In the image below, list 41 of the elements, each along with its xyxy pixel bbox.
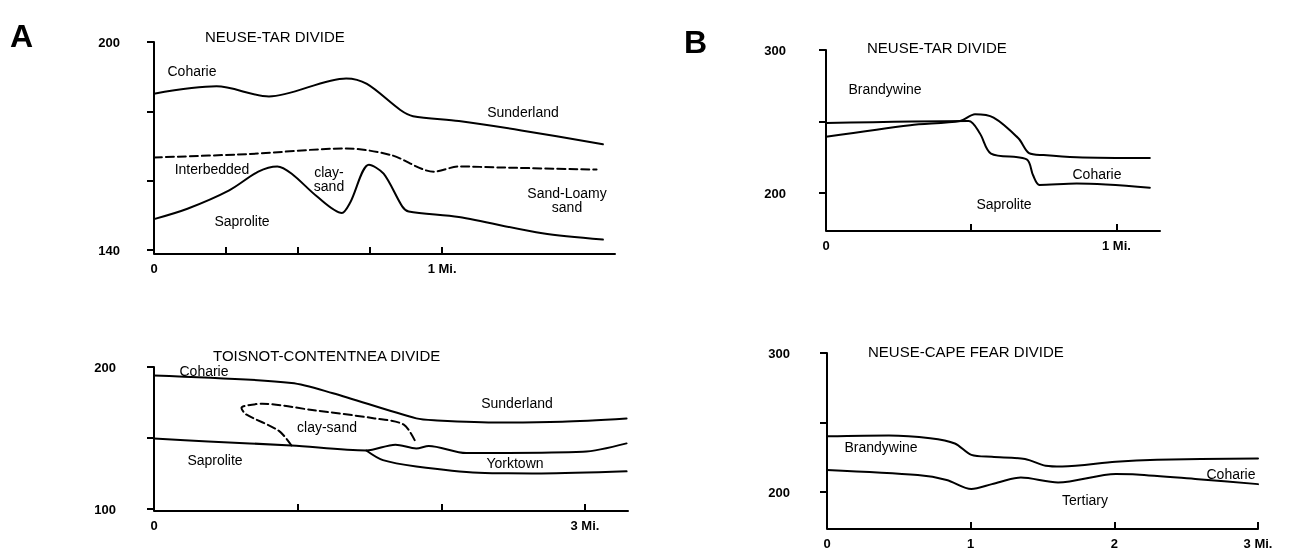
annotation: Saprolite: [187, 452, 243, 468]
x-tick-label: 0: [822, 238, 830, 253]
y-tick-label: 300: [768, 345, 790, 361]
text: B: [684, 24, 708, 60]
chart-title: NEUSE-CAPE FEAR DIVIDE: [868, 343, 1064, 360]
x-tick-label: 3 Mi.: [1243, 536, 1273, 550]
x-tick-label: 0: [823, 536, 831, 550]
annotation: Tertiary: [1062, 492, 1108, 508]
annotation: clay-sand: [297, 419, 357, 435]
x-tick-label: 1: [967, 536, 975, 550]
annotation: Coharie: [167, 63, 217, 79]
y-tick-label: 200: [94, 359, 116, 375]
y-tick-label: 200: [98, 34, 120, 50]
x-tick-label: 1 Mi.: [1101, 238, 1131, 253]
annotation: Brandywine: [844, 439, 918, 455]
x-tick-label: 0: [150, 518, 158, 533]
chart-title: TOISNOT-CONTENTNEA DIVIDE: [213, 347, 441, 364]
annotation: Saprolite: [214, 213, 270, 229]
annotation: Yorktown: [486, 455, 544, 471]
annotation: clay- sand: [313, 164, 345, 194]
y-tick-label: 140: [98, 242, 120, 258]
x-tick-label: 1 Mi.: [427, 261, 457, 276]
annotation: Coharie: [1072, 166, 1122, 182]
y-tick-label: 200: [764, 185, 786, 201]
annotation: Coharie: [1206, 466, 1256, 482]
x-tick-label: 2: [1110, 536, 1118, 550]
chart-title: NEUSE-TAR DIVIDE: [205, 28, 345, 45]
annotation: Sunderland: [487, 104, 559, 120]
annotation: Interbedded: [174, 161, 250, 177]
y-tick-label: 100: [94, 501, 116, 517]
x-tick-label: 3 Mi.: [570, 518, 600, 533]
chart-title: NEUSE-TAR DIVIDE: [867, 39, 1007, 56]
annotation: Coharie: [179, 363, 229, 379]
annotation: Saprolite: [976, 196, 1032, 212]
y-tick-label: 200: [768, 484, 790, 500]
y-tick-label: 300: [764, 42, 786, 58]
annotation: Sunderland: [481, 395, 553, 411]
annotation: Brandywine: [848, 81, 922, 97]
text: A: [10, 18, 34, 54]
x-tick-label: 0: [150, 261, 158, 276]
annotation: Sand-Loamy sand: [527, 185, 607, 215]
